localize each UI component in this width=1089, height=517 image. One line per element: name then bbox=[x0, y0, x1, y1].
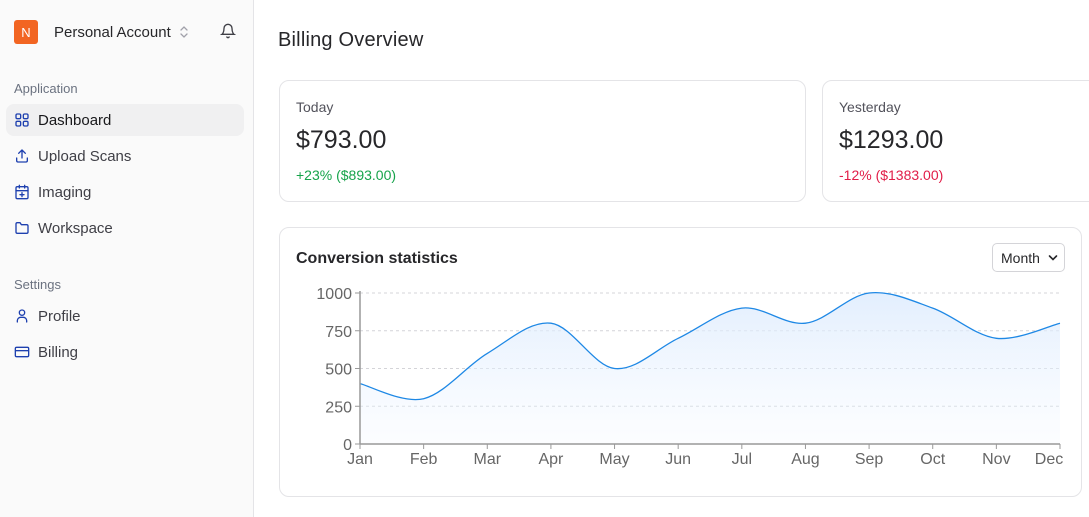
y-tick-label: 500 bbox=[325, 362, 352, 379]
sidebar-item-dashboard[interactable]: Dashboard bbox=[6, 104, 244, 136]
account-name: Personal Account bbox=[54, 23, 171, 41]
upload-icon bbox=[16, 149, 28, 163]
y-tick-label: 1000 bbox=[316, 286, 352, 303]
sidebar-item-profile[interactable]: Profile bbox=[6, 300, 244, 332]
sidebar-item-upload-scans[interactable]: Upload Scans bbox=[6, 140, 244, 172]
stat-label: Today bbox=[296, 99, 334, 115]
x-tick-label: Apr bbox=[538, 451, 564, 468]
section-label-application: Application bbox=[14, 81, 78, 96]
x-tick-label: Jul bbox=[732, 451, 752, 468]
x-tick-label: May bbox=[599, 451, 629, 468]
sidebar-item-billing[interactable]: Billing bbox=[6, 336, 244, 368]
stat-value: $793.00 bbox=[296, 126, 387, 154]
chart-series-line bbox=[359, 291, 1061, 401]
x-tick-label: Oct bbox=[920, 451, 945, 468]
sidebar: N Personal Account Application Dashboard… bbox=[0, 0, 254, 517]
x-tick-label: Mar bbox=[473, 451, 501, 468]
sidebar-item-label: Workspace bbox=[38, 219, 113, 237]
user-icon bbox=[16, 309, 28, 323]
account-logo: N bbox=[14, 20, 38, 44]
sidebar-item-label: Imaging bbox=[38, 183, 92, 201]
sidebar-item-workspace[interactable]: Workspace bbox=[6, 212, 244, 244]
period-select[interactable]: Month bbox=[992, 243, 1065, 272]
period-select-value: Month bbox=[1001, 249, 1040, 266]
chart-title: Conversion statistics bbox=[296, 250, 458, 267]
stat-value: $1293.00 bbox=[839, 126, 944, 154]
stat-card-today: Today $793.00 +23% ($893.00) bbox=[279, 80, 806, 202]
x-tick-label: Dec bbox=[1035, 451, 1063, 468]
credit-card-icon bbox=[14, 346, 30, 358]
folder-icon bbox=[15, 222, 29, 234]
stat-change: +23% ($893.00) bbox=[296, 167, 397, 183]
chevron-up-down-icon bbox=[179, 25, 189, 39]
sidebar-item-label: Profile bbox=[38, 307, 81, 325]
page-title: Billing Overview bbox=[278, 29, 424, 51]
section-label-settings: Settings bbox=[14, 277, 61, 292]
bell-icon[interactable] bbox=[219, 23, 237, 44]
x-tick-label: Feb bbox=[410, 451, 438, 468]
y-tick-label: 750 bbox=[325, 324, 352, 341]
x-tick-label: Sep bbox=[855, 451, 884, 468]
sidebar-item-label: Dashboard bbox=[38, 111, 112, 129]
stat-label: Yesterday bbox=[839, 99, 901, 115]
calendar-plus-icon bbox=[15, 184, 29, 200]
y-tick-label: 250 bbox=[325, 399, 352, 416]
x-tick-label: Nov bbox=[982, 451, 1010, 468]
x-tick-label: Jun bbox=[665, 451, 691, 468]
sidebar-item-label: Upload Scans bbox=[38, 147, 132, 165]
stat-card-yesterday: Yesterday $1293.00 -12% ($1383.00) bbox=[822, 80, 1089, 202]
y-tick-label: 0 bbox=[343, 437, 352, 454]
x-tick-label: Aug bbox=[791, 451, 819, 468]
grid-icon bbox=[15, 113, 29, 127]
stat-change: -12% ($1383.00) bbox=[839, 167, 944, 183]
sidebar-item-label: Billing bbox=[38, 343, 79, 361]
x-tick-label: Jan bbox=[347, 451, 373, 468]
account-switcher[interactable]: N Personal Account bbox=[14, 20, 244, 44]
sidebar-item-imaging[interactable]: Imaging bbox=[6, 176, 244, 208]
chart-area-fill bbox=[360, 292, 1060, 444]
chevron-down-icon bbox=[1048, 255, 1058, 261]
